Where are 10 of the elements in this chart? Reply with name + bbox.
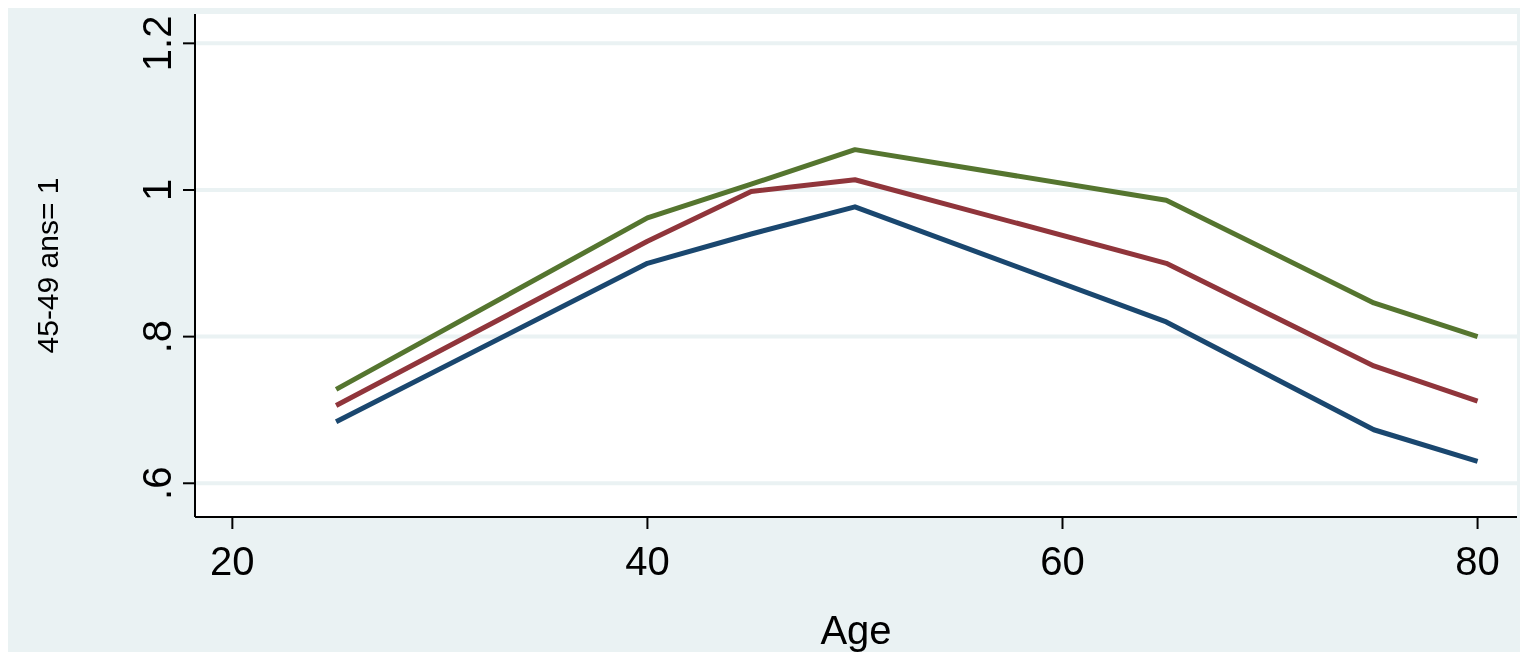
x-axis-title: Age: [820, 608, 892, 652]
y-tick-label: .6: [135, 466, 179, 500]
y-tick-label: 1.2: [135, 15, 179, 72]
x-tick-label: 80: [1455, 539, 1500, 583]
y-axis-title: 45-49 ans= 1: [31, 177, 64, 354]
x-tick-label: 20: [210, 539, 255, 583]
y-tick-label: .8: [135, 319, 179, 354]
y-tick-label: 1: [135, 178, 179, 202]
x-tick-label: 60: [1040, 539, 1085, 583]
x-tick-label: 40: [625, 539, 670, 583]
